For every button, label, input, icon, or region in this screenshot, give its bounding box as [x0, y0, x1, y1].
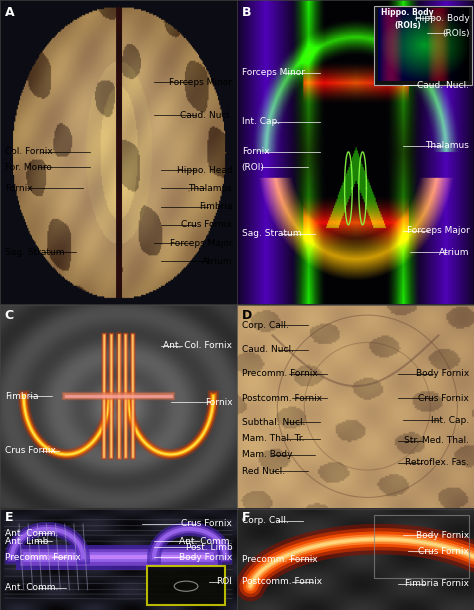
Text: Forceps Minor: Forceps Minor — [169, 77, 232, 87]
Text: Ant. Limb: Ant. Limb — [5, 537, 48, 545]
Text: Red Nucl.: Red Nucl. — [242, 467, 285, 476]
Text: Body Fornix: Body Fornix — [416, 531, 469, 540]
Text: Ant. Col. Fornix: Ant. Col. Fornix — [163, 341, 232, 350]
Bar — [374, 515, 469, 578]
Text: Crus Fornix: Crus Fornix — [419, 547, 469, 556]
Text: Ant. Comm.: Ant. Comm. — [5, 583, 58, 592]
Text: Fimbria: Fimbria — [199, 202, 232, 211]
Text: Caud. Nucl.: Caud. Nucl. — [242, 345, 294, 354]
Text: Crus Fornix: Crus Fornix — [182, 520, 232, 528]
Text: Atrium: Atrium — [202, 257, 232, 266]
Text: Body Fornix: Body Fornix — [179, 553, 232, 562]
Text: Int. Cap.: Int. Cap. — [242, 117, 280, 126]
Text: F: F — [242, 511, 250, 524]
Text: Crus Fornix: Crus Fornix — [5, 447, 55, 455]
Text: Caud. Nucl.: Caud. Nucl. — [417, 81, 469, 90]
Text: A: A — [5, 6, 14, 19]
Text: Corp. Call.: Corp. Call. — [242, 321, 289, 330]
Text: Hippo. Body: Hippo. Body — [381, 7, 434, 16]
Text: Subthal. Nucl.: Subthal. Nucl. — [242, 418, 305, 427]
Text: Precomm. Fornix: Precomm. Fornix — [242, 370, 318, 378]
Text: Hippo. Body: Hippo. Body — [414, 14, 469, 23]
Text: Hippo. Head: Hippo. Head — [177, 166, 232, 174]
Text: Postcomm. Fornix: Postcomm. Fornix — [242, 393, 322, 403]
Text: Crus Fornix: Crus Fornix — [182, 220, 232, 229]
Text: Fornix: Fornix — [205, 398, 232, 407]
Text: Atrium: Atrium — [439, 248, 469, 257]
Bar — [147, 567, 225, 605]
Text: Mam. Body: Mam. Body — [242, 450, 292, 459]
Text: (ROI): (ROI) — [242, 163, 264, 171]
Text: Forceps Minor: Forceps Minor — [242, 68, 305, 77]
Text: Precomm. Fornix: Precomm. Fornix — [242, 555, 318, 564]
Text: Fornix: Fornix — [5, 184, 32, 193]
Bar — [374, 6, 472, 85]
Text: C: C — [5, 309, 14, 322]
Text: Ant. Comm.: Ant. Comm. — [5, 528, 58, 537]
Text: Thalamus: Thalamus — [188, 184, 232, 193]
Text: B: B — [242, 6, 251, 19]
Text: Postcomm. Fornix: Postcomm. Fornix — [242, 577, 322, 586]
Text: For. Monro: For. Monro — [5, 163, 52, 171]
Text: (ROIs): (ROIs) — [442, 29, 469, 38]
Text: Fornix: Fornix — [242, 148, 269, 156]
Text: Sag. Stratum: Sag. Stratum — [242, 229, 301, 239]
Text: Col. Fornix: Col. Fornix — [5, 148, 53, 156]
Text: D: D — [242, 309, 252, 322]
Text: Crus Fornix: Crus Fornix — [419, 393, 469, 403]
Text: (ROIs): (ROIs) — [394, 21, 421, 30]
Text: E: E — [5, 511, 13, 524]
Text: Mam. Thal. Tr.: Mam. Thal. Tr. — [242, 434, 304, 443]
Text: Retroflex. Fas.: Retroflex. Fas. — [405, 459, 469, 467]
Text: Caud. Nucl.: Caud. Nucl. — [180, 111, 232, 120]
Text: Thalamus: Thalamus — [425, 142, 469, 150]
Text: Ant. Comm.: Ant. Comm. — [179, 537, 232, 545]
Text: ROI: ROI — [217, 577, 232, 586]
Text: Corp. Call.: Corp. Call. — [242, 517, 289, 525]
Text: Forceps Major: Forceps Major — [170, 239, 232, 248]
Text: Int. Cap.: Int. Cap. — [431, 416, 469, 425]
Text: Fimbria Fornix: Fimbria Fornix — [405, 579, 469, 588]
Text: Str. Med. Thal.: Str. Med. Thal. — [404, 436, 469, 445]
Text: Post. Limb: Post. Limb — [186, 543, 232, 551]
Text: Forceps Major: Forceps Major — [407, 226, 469, 235]
Text: Body Fornix: Body Fornix — [416, 370, 469, 378]
Text: Fimbria: Fimbria — [5, 392, 38, 401]
Text: Precomm. Fornix: Precomm. Fornix — [5, 553, 81, 562]
Text: Sag. Stratum: Sag. Stratum — [5, 248, 64, 257]
